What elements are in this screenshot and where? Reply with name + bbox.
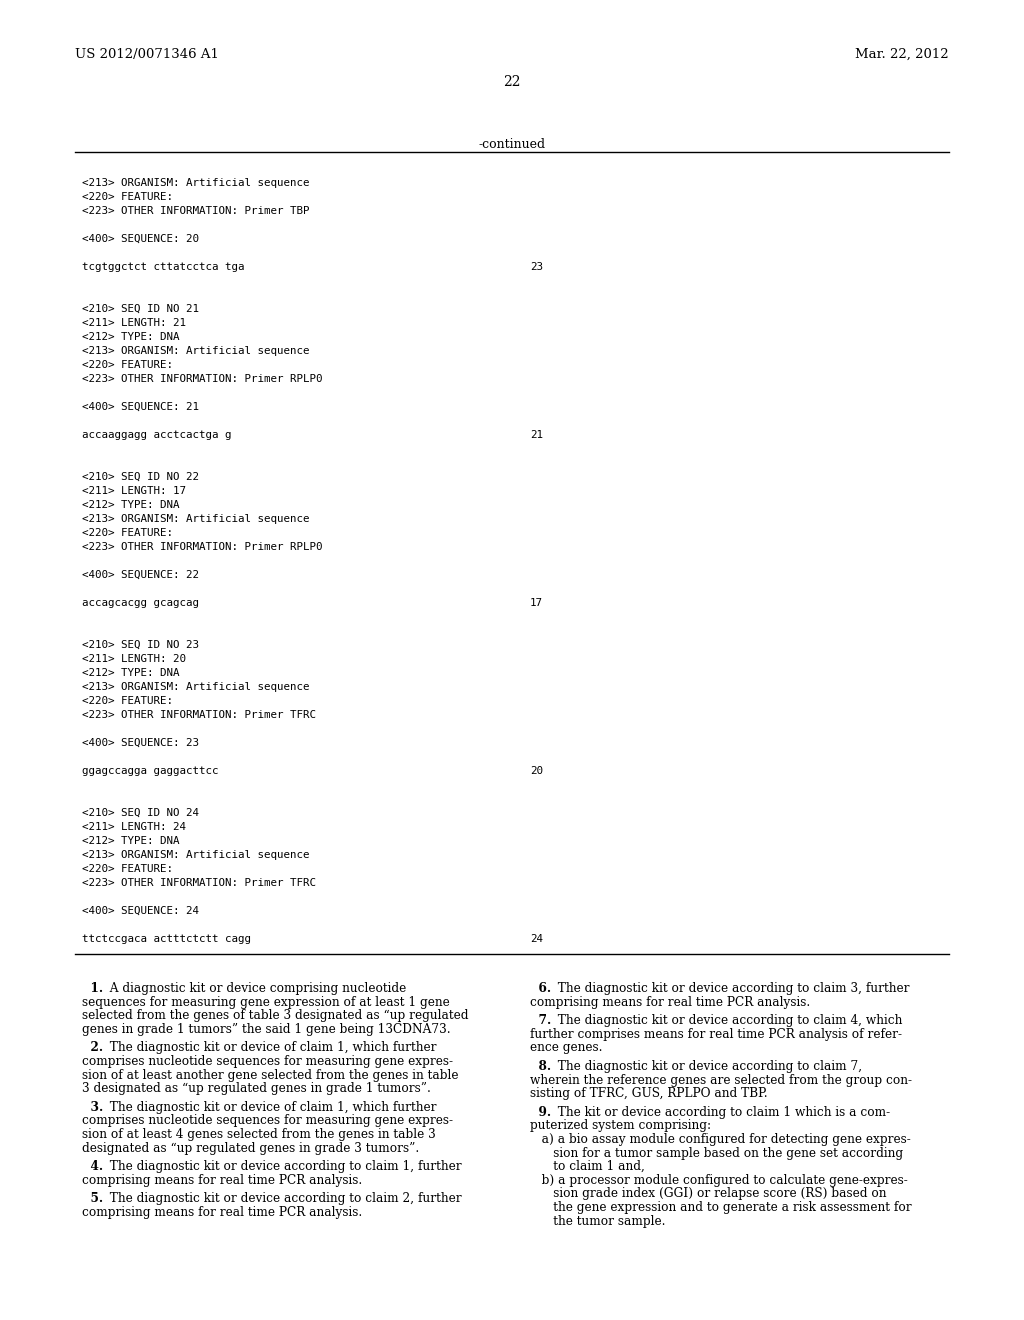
- Text: <220> FEATURE:: <220> FEATURE:: [82, 191, 173, 202]
- Text: The diagnostic kit or device of claim 1, which further: The diagnostic kit or device of claim 1,…: [102, 1041, 436, 1055]
- Text: <210> SEQ ID NO 22: <210> SEQ ID NO 22: [82, 473, 199, 482]
- Text: 9.: 9.: [530, 1106, 551, 1119]
- Text: 5.: 5.: [82, 1192, 103, 1205]
- Text: <211> LENGTH: 24: <211> LENGTH: 24: [82, 822, 186, 832]
- Text: -continued: -continued: [478, 139, 546, 150]
- Text: genes in grade 1 tumors” the said 1 gene being 13CDNA73.: genes in grade 1 tumors” the said 1 gene…: [82, 1023, 451, 1036]
- Text: <212> TYPE: DNA: <212> TYPE: DNA: [82, 668, 179, 678]
- Text: ence genes.: ence genes.: [530, 1041, 602, 1055]
- Text: <213> ORGANISM: Artificial sequence: <213> ORGANISM: Artificial sequence: [82, 346, 309, 356]
- Text: sequences for measuring gene expression of at least 1 gene: sequences for measuring gene expression …: [82, 995, 450, 1008]
- Text: tcgtggctct cttatcctca tga: tcgtggctct cttatcctca tga: [82, 261, 245, 272]
- Text: <220> FEATURE:: <220> FEATURE:: [82, 696, 173, 706]
- Text: sion grade index (GGI) or relapse score (RS) based on: sion grade index (GGI) or relapse score …: [530, 1188, 887, 1200]
- Text: <213> ORGANISM: Artificial sequence: <213> ORGANISM: Artificial sequence: [82, 513, 309, 524]
- Text: 23: 23: [530, 261, 543, 272]
- Text: <223> OTHER INFORMATION: Primer RPLP0: <223> OTHER INFORMATION: Primer RPLP0: [82, 543, 323, 552]
- Text: <400> SEQUENCE: 22: <400> SEQUENCE: 22: [82, 570, 199, 579]
- Text: sion of at least 4 genes selected from the genes in table 3: sion of at least 4 genes selected from t…: [82, 1129, 436, 1140]
- Text: <220> FEATURE:: <220> FEATURE:: [82, 360, 173, 370]
- Text: comprising means for real time PCR analysis.: comprising means for real time PCR analy…: [82, 1206, 362, 1218]
- Text: to claim 1 and,: to claim 1 and,: [530, 1160, 645, 1173]
- Text: comprising means for real time PCR analysis.: comprising means for real time PCR analy…: [82, 1173, 362, 1187]
- Text: <213> ORGANISM: Artificial sequence: <213> ORGANISM: Artificial sequence: [82, 850, 309, 861]
- Text: <400> SEQUENCE: 21: <400> SEQUENCE: 21: [82, 403, 199, 412]
- Text: the gene expression and to generate a risk assessment for: the gene expression and to generate a ri…: [530, 1201, 911, 1214]
- Text: ggagccagga gaggacttcc: ggagccagga gaggacttcc: [82, 766, 218, 776]
- Text: <210> SEQ ID NO 21: <210> SEQ ID NO 21: [82, 304, 199, 314]
- Text: 6.: 6.: [530, 982, 551, 995]
- Text: The diagnostic kit or device according to claim 1, further: The diagnostic kit or device according t…: [102, 1160, 462, 1173]
- Text: <210> SEQ ID NO 24: <210> SEQ ID NO 24: [82, 808, 199, 818]
- Text: 17: 17: [530, 598, 543, 609]
- Text: accaaggagg acctcactga g: accaaggagg acctcactga g: [82, 430, 231, 440]
- Text: <223> OTHER INFORMATION: Primer RPLP0: <223> OTHER INFORMATION: Primer RPLP0: [82, 374, 323, 384]
- Text: <212> TYPE: DNA: <212> TYPE: DNA: [82, 333, 179, 342]
- Text: <223> OTHER INFORMATION: Primer TFRC: <223> OTHER INFORMATION: Primer TFRC: [82, 878, 316, 888]
- Text: 3 designated as “up regulated genes in grade 1 tumors”.: 3 designated as “up regulated genes in g…: [82, 1082, 431, 1096]
- Text: wherein the reference genes are selected from the group con-: wherein the reference genes are selected…: [530, 1073, 912, 1086]
- Text: <213> ORGANISM: Artificial sequence: <213> ORGANISM: Artificial sequence: [82, 178, 309, 187]
- Text: <220> FEATURE:: <220> FEATURE:: [82, 528, 173, 539]
- Text: The diagnostic kit or device of claim 1, which further: The diagnostic kit or device of claim 1,…: [102, 1101, 436, 1114]
- Text: further comprises means for real time PCR analysis of refer-: further comprises means for real time PC…: [530, 1028, 902, 1040]
- Text: 21: 21: [530, 430, 543, 440]
- Text: 2.: 2.: [82, 1041, 103, 1055]
- Text: b) a processor module configured to calculate gene-expres-: b) a processor module configured to calc…: [530, 1173, 907, 1187]
- Text: <212> TYPE: DNA: <212> TYPE: DNA: [82, 500, 179, 510]
- Text: <213> ORGANISM: Artificial sequence: <213> ORGANISM: Artificial sequence: [82, 682, 309, 692]
- Text: sion for a tumor sample based on the gene set according: sion for a tumor sample based on the gen…: [530, 1147, 903, 1159]
- Text: <400> SEQUENCE: 23: <400> SEQUENCE: 23: [82, 738, 199, 748]
- Text: The diagnostic kit or device according to claim 7,: The diagnostic kit or device according t…: [550, 1060, 862, 1073]
- Text: 3.: 3.: [82, 1101, 103, 1114]
- Text: 22: 22: [503, 75, 521, 88]
- Text: 20: 20: [530, 766, 543, 776]
- Text: <211> LENGTH: 17: <211> LENGTH: 17: [82, 486, 186, 496]
- Text: selected from the genes of table 3 designated as “up regulated: selected from the genes of table 3 desig…: [82, 1010, 469, 1022]
- Text: <400> SEQUENCE: 20: <400> SEQUENCE: 20: [82, 234, 199, 244]
- Text: 1.: 1.: [82, 982, 103, 995]
- Text: 4.: 4.: [82, 1160, 103, 1173]
- Text: <220> FEATURE:: <220> FEATURE:: [82, 865, 173, 874]
- Text: <211> LENGTH: 20: <211> LENGTH: 20: [82, 653, 186, 664]
- Text: comprises nucleotide sequences for measuring gene expres-: comprises nucleotide sequences for measu…: [82, 1114, 453, 1127]
- Text: comprising means for real time PCR analysis.: comprising means for real time PCR analy…: [530, 995, 810, 1008]
- Text: 24: 24: [530, 935, 543, 944]
- Text: <210> SEQ ID NO 23: <210> SEQ ID NO 23: [82, 640, 199, 649]
- Text: accagcacgg gcagcag: accagcacgg gcagcag: [82, 598, 199, 609]
- Text: <212> TYPE: DNA: <212> TYPE: DNA: [82, 836, 179, 846]
- Text: The diagnostic kit or device according to claim 2, further: The diagnostic kit or device according t…: [102, 1192, 462, 1205]
- Text: <223> OTHER INFORMATION: Primer TFRC: <223> OTHER INFORMATION: Primer TFRC: [82, 710, 316, 719]
- Text: <400> SEQUENCE: 24: <400> SEQUENCE: 24: [82, 906, 199, 916]
- Text: The diagnostic kit or device according to claim 3, further: The diagnostic kit or device according t…: [550, 982, 909, 995]
- Text: ttctccgaca actttctctt cagg: ttctccgaca actttctctt cagg: [82, 935, 251, 944]
- Text: A diagnostic kit or device comprising nucleotide: A diagnostic kit or device comprising nu…: [102, 982, 407, 995]
- Text: The diagnostic kit or device according to claim 4, which: The diagnostic kit or device according t…: [550, 1014, 902, 1027]
- Text: 8.: 8.: [530, 1060, 551, 1073]
- Text: <211> LENGTH: 21: <211> LENGTH: 21: [82, 318, 186, 327]
- Text: 7.: 7.: [530, 1014, 551, 1027]
- Text: comprises nucleotide sequences for measuring gene expres-: comprises nucleotide sequences for measu…: [82, 1055, 453, 1068]
- Text: US 2012/0071346 A1: US 2012/0071346 A1: [75, 48, 219, 61]
- Text: designated as “up regulated genes in grade 3 tumors”.: designated as “up regulated genes in gra…: [82, 1142, 419, 1155]
- Text: <223> OTHER INFORMATION: Primer TBP: <223> OTHER INFORMATION: Primer TBP: [82, 206, 309, 216]
- Text: The kit or device according to claim 1 which is a com-: The kit or device according to claim 1 w…: [550, 1106, 890, 1119]
- Text: the tumor sample.: the tumor sample.: [530, 1214, 666, 1228]
- Text: sion of at least another gene selected from the genes in table: sion of at least another gene selected f…: [82, 1069, 459, 1081]
- Text: puterized system comprising:: puterized system comprising:: [530, 1119, 711, 1133]
- Text: sisting of TFRC, GUS, RPLPO and TBP.: sisting of TFRC, GUS, RPLPO and TBP.: [530, 1088, 768, 1100]
- Text: Mar. 22, 2012: Mar. 22, 2012: [855, 48, 949, 61]
- Text: a) a bio assay module configured for detecting gene expres-: a) a bio assay module configured for det…: [530, 1133, 910, 1146]
